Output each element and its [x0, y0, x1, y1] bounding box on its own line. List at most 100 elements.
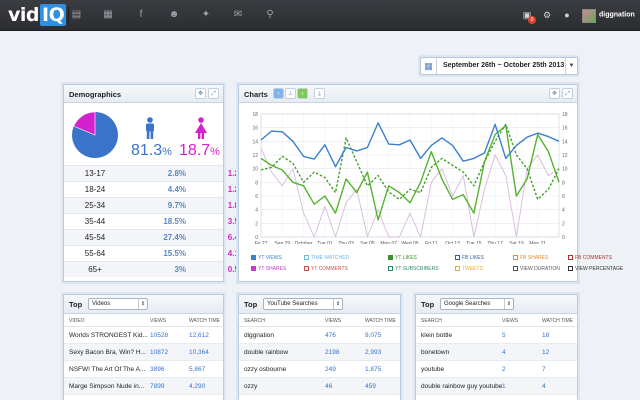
top-youtube-searches-rows: diggnation 476 9,075 double rainbow 2198 2,99…: [239, 327, 400, 395]
legend-item[interactable]: YT COMMENTS: [304, 266, 348, 272]
top-youtube-searches-select[interactable]: YouTube Searches ⇕: [263, 298, 343, 310]
y-right-tick-label: 2: [562, 221, 565, 227]
y-right-tick-label: 12: [562, 153, 568, 159]
legend-item[interactable]: YT LIKES: [388, 255, 417, 261]
row-name[interactable]: double rainbow guy youtube: [421, 383, 503, 390]
legend-checkbox[interactable]: [304, 266, 309, 271]
row-name[interactable]: ozzy osbourne: [244, 366, 287, 373]
users-icon[interactable]: ☻: [168, 9, 180, 20]
film-icon[interactable]: ▦: [103, 9, 113, 20]
table-row[interactable]: klein bottle 5 18: [416, 327, 577, 344]
chevron-left-icon[interactable]: ‹: [273, 88, 284, 99]
legend-checkbox[interactable]: [304, 255, 309, 260]
legend-checkbox[interactable]: [388, 266, 393, 271]
x-tick-label: Sep 29: [274, 241, 290, 244]
top-google-searches-select[interactable]: Google Searches ⇕: [440, 298, 514, 310]
female-icon: [195, 117, 207, 139]
legend-checkbox[interactable]: [388, 255, 393, 260]
legend-item[interactable]: FB SHARES: [513, 255, 548, 261]
legend-item[interactable]: TWEETS: [455, 266, 483, 272]
table-header: SEARCH VIEWS WATCH TIME: [239, 314, 400, 327]
move-icon[interactable]: ✥: [549, 88, 560, 99]
legend-item[interactable]: YT SUBSCRIBERS: [388, 266, 439, 272]
row-name[interactable]: diggnation: [244, 332, 274, 339]
age-row: 35-44 18.5% 3.5%: [64, 213, 246, 229]
row-name[interactable]: bonetown: [421, 349, 450, 356]
gear-icon[interactable]: ⚙: [542, 10, 552, 20]
row-name[interactable]: double rainbow: [244, 349, 289, 356]
table-row[interactable]: double rainbow 2198 2,993: [239, 344, 400, 361]
top-videos-header: Top Videos ⇕: [64, 295, 223, 314]
series-line-yt-likes: [260, 123, 560, 201]
row-name[interactable]: ozzy: [244, 383, 258, 390]
male-age-percentage: 27.4%: [163, 233, 186, 242]
legend-item[interactable]: VIEW DURATION: [513, 266, 560, 272]
row-name[interactable]: Marge Simpson Nude in...: [69, 383, 145, 390]
table-row[interactable]: bonetown 4 12: [416, 344, 577, 361]
legend-checkbox[interactable]: [513, 266, 518, 271]
table-row[interactable]: ozzy osbourne 249 1,875: [239, 361, 400, 378]
legend-label: YT SUBSCRIBERS: [395, 266, 439, 272]
y-right-tick-label: 14: [562, 139, 568, 145]
notifications-icon[interactable]: ▣ 0: [520, 6, 536, 24]
pin-icon[interactable]: ⊥: [285, 88, 296, 99]
legend-item[interactable]: YT SHARES: [251, 266, 286, 272]
x-tick-label: Sat 05: [360, 241, 375, 244]
legend-item[interactable]: FB COMMENTS: [568, 255, 612, 261]
vidiq-logo[interactable]: vid IQ: [8, 4, 67, 26]
row-views: 4: [502, 349, 506, 356]
row-name[interactable]: Worlds STRONGEST Kid...: [69, 332, 148, 339]
series-line-yt-views: [260, 122, 560, 168]
age-row: 65+ 3% 0.5%: [64, 261, 246, 277]
legend-checkbox[interactable]: [455, 255, 460, 260]
legend-item[interactable]: FB LIKES: [455, 255, 484, 261]
row-views: 249: [325, 366, 336, 373]
chat-icon[interactable]: ✉: [233, 9, 243, 20]
twitter-icon[interactable]: ✦: [201, 9, 211, 20]
move-icon[interactable]: ✥: [195, 88, 206, 99]
table-row[interactable]: ozzy 46 459: [239, 378, 400, 395]
legend-item[interactable]: YT VIEWS: [251, 255, 282, 261]
y-tick-label: 10: [252, 167, 258, 173]
x-tick-label: Mon 21: [529, 241, 546, 244]
legend-checkbox[interactable]: [251, 266, 256, 271]
date-range-picker[interactable]: ▦ September 26th ~ October 25th 2013 ▼: [420, 57, 578, 75]
expand-icon[interactable]: ⤢: [562, 88, 573, 99]
chevron-right-icon[interactable]: ›: [297, 88, 308, 99]
legend-checkbox[interactable]: [568, 255, 573, 260]
table-row[interactable]: NSFW! The Art Of The A... 3896 5,867: [64, 361, 223, 378]
table-row[interactable]: double rainbow guy youtube 1 4: [416, 378, 577, 395]
top-videos-select[interactable]: Videos ⇕: [88, 298, 148, 310]
expand-icon[interactable]: ⤢: [208, 88, 219, 99]
row-views: 1: [502, 383, 506, 390]
legend-item[interactable]: TIME WATCHED: [304, 255, 349, 261]
dashboard-icon[interactable]: ▤: [68, 7, 84, 23]
download-icon[interactable]: ⤓: [314, 88, 325, 99]
legend-checkbox[interactable]: [455, 266, 460, 271]
x-tick-label: Wed 09: [401, 241, 418, 244]
top-videos-title: Top: [69, 300, 83, 309]
table-row[interactable]: diggnation 476 9,075: [239, 327, 400, 344]
table-row[interactable]: Marge Simpson Nude in... 7899 4,290: [64, 378, 223, 395]
facebook-icon[interactable]: f: [139, 9, 143, 20]
legend-checkbox[interactable]: [568, 266, 573, 271]
legend-checkbox[interactable]: [251, 255, 256, 260]
user-menu[interactable]: diggnation: [582, 6, 638, 24]
row-name[interactable]: NSFW! The Art Of The A...: [69, 366, 146, 373]
y-right-tick-label: 18: [562, 112, 568, 118]
table-row[interactable]: youtube 2 7: [416, 361, 577, 378]
calendar-icon[interactable]: ▦: [421, 58, 437, 74]
chevron-down-icon[interactable]: ▼: [565, 58, 577, 74]
legend-item[interactable]: VIEW PERCENTAGE: [568, 266, 623, 272]
row-name[interactable]: Sexy Bacon Bra, Win? H...: [69, 349, 146, 356]
row-name[interactable]: klein bottle: [421, 332, 453, 339]
search-icon[interactable]: ⚲: [266, 9, 274, 20]
table-row[interactable]: Worlds STRONGEST Kid... 10528 12,612: [64, 327, 223, 344]
legend-checkbox[interactable]: [513, 255, 518, 260]
legend-label: FB COMMENTS: [575, 255, 612, 261]
user-icon[interactable]: ●: [564, 10, 570, 20]
row-views: 2: [502, 366, 506, 373]
table-row[interactable]: Sexy Bacon Bra, Win? H... 10872 10,364: [64, 344, 223, 361]
row-name[interactable]: youtube: [421, 366, 445, 373]
row-views: 7899: [150, 383, 165, 390]
